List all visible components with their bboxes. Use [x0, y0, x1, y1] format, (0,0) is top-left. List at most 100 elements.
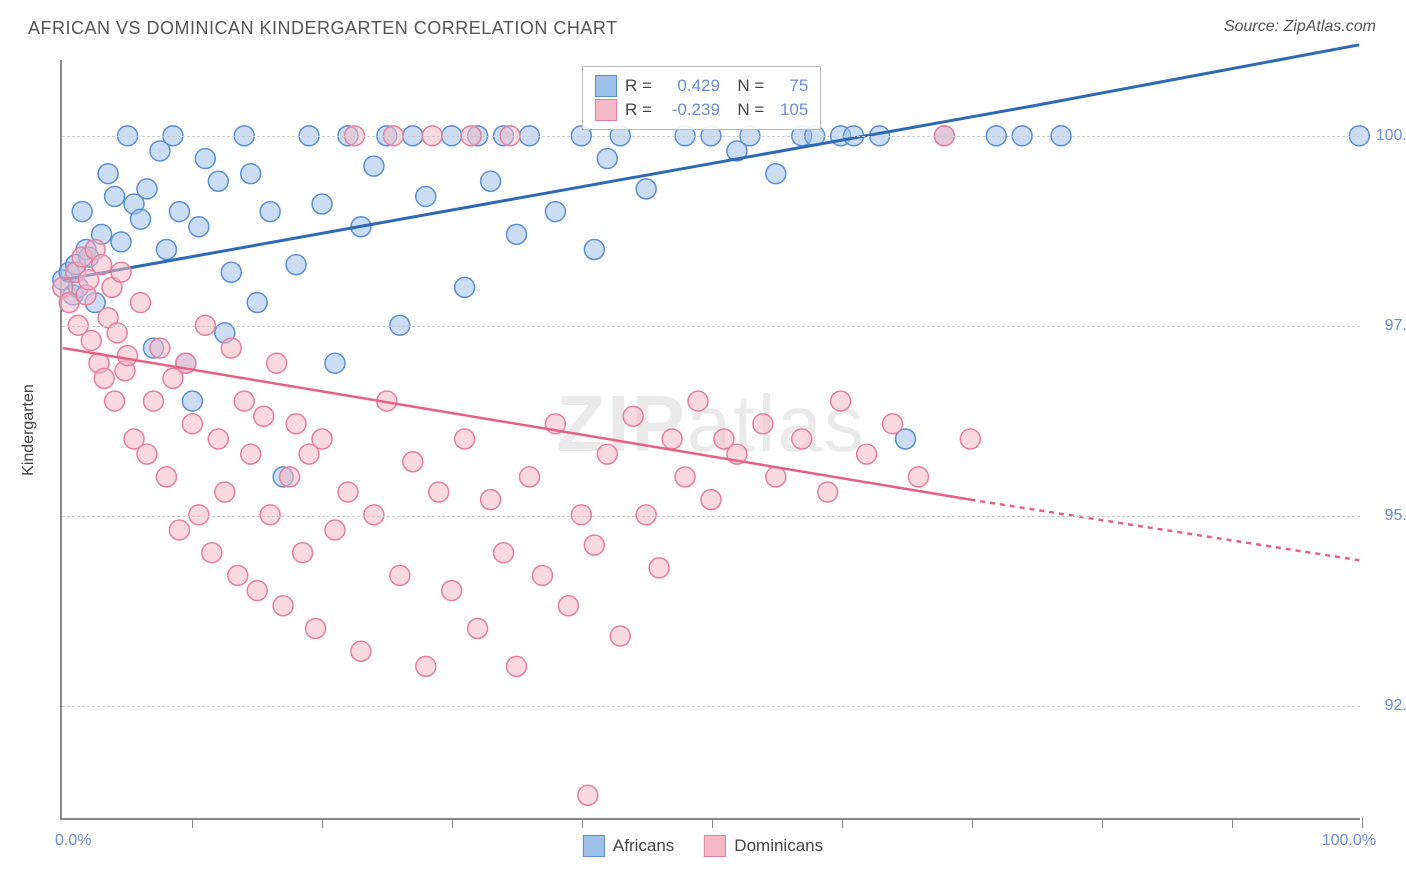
gridline	[62, 136, 1360, 137]
legend-n-label: N =	[728, 100, 764, 120]
scatter-point	[260, 505, 280, 525]
scatter-point	[293, 543, 313, 563]
trendline	[63, 105, 1035, 279]
scatter-point	[221, 338, 241, 358]
legend-r-label: R =	[625, 100, 652, 120]
scatter-point	[156, 467, 176, 487]
y-axis-title: Kindergarten	[20, 384, 38, 476]
scatter-point	[241, 444, 261, 464]
scatter-point	[960, 429, 980, 449]
scatter-point	[325, 353, 345, 373]
scatter-point	[701, 490, 721, 510]
x-tick	[192, 818, 193, 828]
scatter-point	[131, 293, 151, 313]
scatter-point	[455, 429, 475, 449]
scatter-point	[416, 186, 436, 206]
x-tick	[1102, 818, 1103, 828]
scatter-point	[351, 641, 371, 661]
x-tick	[842, 818, 843, 828]
x-tick	[1362, 818, 1363, 828]
scatter-point	[150, 338, 170, 358]
scatter-point	[481, 490, 501, 510]
scatter-point	[312, 194, 332, 214]
scatter-point	[364, 505, 384, 525]
scatter-point	[169, 520, 189, 540]
y-tick-label: 100.0%	[1376, 127, 1406, 145]
scatter-point	[286, 414, 306, 434]
scatter-point	[571, 505, 591, 525]
x-axis-max-label: 100.0%	[1322, 832, 1376, 850]
scatter-point	[137, 444, 157, 464]
scatter-point	[636, 179, 656, 199]
scatter-point	[481, 171, 501, 191]
scatter-point	[584, 240, 604, 260]
trendline-extension	[970, 500, 1359, 561]
legend-swatch	[595, 99, 617, 121]
scatter-point	[143, 391, 163, 411]
plot-area: ZIPatlas R =0.429 N =75R =-0.239 N =105 …	[60, 60, 1360, 820]
scatter-point	[675, 467, 695, 487]
scatter-point	[610, 626, 630, 646]
scatter-point	[208, 429, 228, 449]
scatter-point	[584, 535, 604, 555]
scatter-point	[520, 467, 540, 487]
legend-label: Dominicans	[734, 836, 823, 856]
scatter-point	[273, 596, 293, 616]
scatter-point	[558, 596, 578, 616]
scatter-point	[429, 482, 449, 502]
scatter-point	[545, 202, 565, 222]
scatter-point	[156, 240, 176, 260]
scatter-point	[182, 414, 202, 434]
scatter-point	[111, 232, 131, 252]
chart-source: Source: ZipAtlas.com	[1224, 18, 1376, 36]
legend-item: Africans	[583, 835, 674, 857]
scatter-point	[390, 565, 410, 585]
legend-swatch	[704, 835, 726, 857]
scatter-point	[260, 202, 280, 222]
scatter-point	[280, 467, 300, 487]
scatter-point	[532, 565, 552, 585]
gridline	[62, 516, 1360, 517]
scatter-point	[169, 202, 189, 222]
scatter-point	[578, 785, 598, 805]
trendline-extension	[1035, 45, 1359, 106]
scatter-point	[766, 467, 786, 487]
x-tick	[712, 818, 713, 828]
scatter-point	[416, 656, 436, 676]
scatter-point	[267, 353, 287, 373]
stats-legend: R =0.429 N =75R =-0.239 N =105	[582, 66, 821, 130]
scatter-point	[306, 619, 326, 639]
legend-n-label: N =	[728, 76, 764, 96]
scatter-point	[72, 202, 92, 222]
y-tick-label: 97.5%	[1385, 317, 1406, 335]
scatter-point	[792, 429, 812, 449]
scatter-point	[831, 391, 851, 411]
scatter-point	[403, 452, 423, 472]
x-tick	[322, 818, 323, 828]
legend-row: R =-0.239 N =105	[595, 99, 808, 121]
scatter-point	[908, 467, 928, 487]
scatter-point	[98, 164, 118, 184]
scatter-point	[182, 391, 202, 411]
scatter-point	[883, 414, 903, 434]
x-tick	[1232, 818, 1233, 828]
chart-svg	[62, 60, 1360, 818]
legend-label: Africans	[613, 836, 674, 856]
scatter-point	[507, 656, 527, 676]
y-tick-label: 92.5%	[1385, 697, 1406, 715]
legend-n-value: 75	[772, 76, 808, 96]
y-tick-label: 95.0%	[1385, 507, 1406, 525]
scatter-point	[221, 262, 241, 282]
scatter-point	[857, 444, 877, 464]
x-tick	[452, 818, 453, 828]
scatter-point	[234, 391, 254, 411]
scatter-point	[766, 164, 786, 184]
legend-n-value: 105	[772, 100, 808, 120]
scatter-point	[131, 209, 151, 229]
scatter-point	[189, 217, 209, 237]
scatter-point	[247, 581, 267, 601]
legend-row: R =0.429 N =75	[595, 75, 808, 97]
scatter-point	[92, 255, 112, 275]
scatter-point	[81, 330, 101, 350]
legend-swatch	[595, 75, 617, 97]
